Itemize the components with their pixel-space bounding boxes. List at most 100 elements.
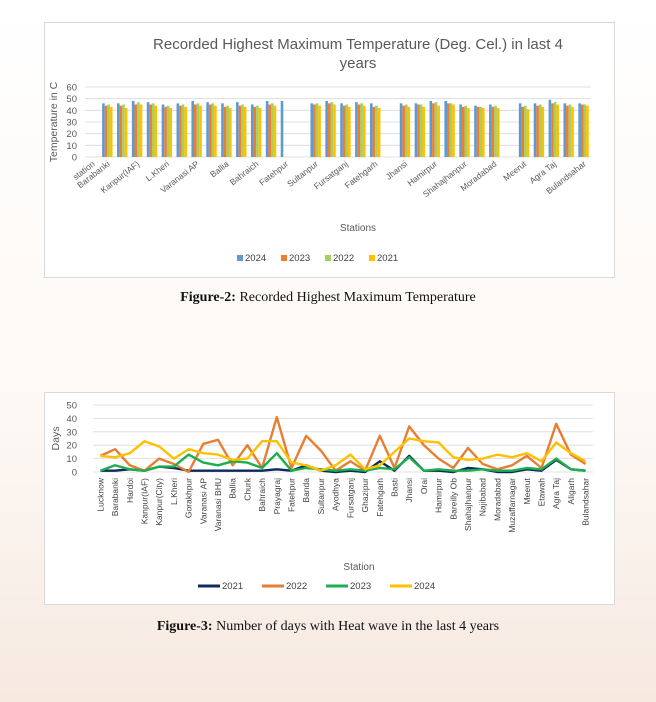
bar-2024 — [340, 103, 343, 157]
chart-title-line2: years — [340, 55, 377, 72]
bar-2023 — [357, 104, 361, 157]
bar-2021 — [496, 108, 500, 157]
bar-2021 — [228, 108, 232, 157]
bar-2022 — [256, 105, 259, 157]
bar-2022 — [107, 104, 110, 157]
chart-title: Recorded Highest Maximum Temperature (De… — [153, 36, 563, 53]
bar-2022 — [330, 102, 334, 157]
bar-2024 — [578, 103, 581, 157]
x-tick-label: Ayodhya — [331, 478, 341, 511]
bar-2022 — [360, 103, 363, 157]
bar-2024 — [533, 103, 537, 157]
bar-2024 — [236, 102, 239, 157]
bar-2024 — [414, 103, 418, 157]
x-tick-label: Ghazipur — [360, 478, 370, 513]
bar-2021 — [169, 108, 173, 157]
y-tick-label: 10 — [66, 141, 77, 152]
bar-2022 — [464, 105, 468, 157]
temperature-bar-chart: Recorded Highest Maximum Temperature (De… — [48, 36, 591, 264]
bar-2022 — [345, 104, 349, 157]
bar-2024 — [489, 104, 492, 157]
bar-2023 — [447, 103, 450, 157]
bar-2021 — [318, 105, 321, 157]
bar-2022 — [211, 103, 215, 157]
x-tick-label: Aligarh — [566, 478, 576, 505]
y-tick-label: 30 — [66, 427, 77, 438]
bar-2023 — [194, 104, 197, 157]
figure2-caption-label: Figure-2: — [180, 290, 236, 305]
bar-2022 — [404, 104, 408, 157]
y-axis-title: Temperature in C — [48, 81, 60, 162]
x-tick-label: Bulandsahar — [581, 478, 591, 526]
bar-2023 — [432, 103, 435, 157]
bar-2024 — [355, 102, 358, 157]
bar-2024 — [250, 104, 254, 157]
x-tick-label: Bareilly Ob — [448, 478, 458, 520]
x-tick-label: Hardoi — [125, 478, 135, 503]
x-tick-label: Meerut — [501, 158, 529, 183]
figure2-caption: Figure-2: Recorded Highest Maximum Tempe… — [0, 290, 656, 306]
y-tick-label: 40 — [66, 106, 77, 117]
figure3-caption-label: Figure-3: — [156, 619, 213, 634]
bar-2021 — [541, 106, 545, 157]
bar-2022 — [568, 104, 572, 157]
bar-2023 — [134, 104, 138, 157]
bar-2024 — [206, 102, 209, 157]
series-line-2024 — [100, 437, 587, 472]
x-axis-title: Stations — [340, 223, 376, 234]
figure3-caption-text: Number of days with Heat wave in the las… — [216, 619, 500, 634]
bar-2021 — [467, 108, 470, 157]
bar-2021 — [199, 105, 202, 157]
x-tick-label: Muzaffarnagar — [507, 478, 517, 533]
bar-2021 — [348, 106, 351, 157]
bar-2021 — [437, 105, 440, 157]
bar-2022 — [494, 105, 497, 157]
bar-2021 — [273, 105, 277, 157]
bar-2024 — [117, 103, 120, 157]
y-tick-label: 50 — [66, 94, 77, 105]
x-tick-label: Fatehpur — [257, 159, 290, 188]
bar-2021 — [556, 104, 559, 157]
x-tick-label: Fatehpur — [287, 478, 297, 512]
bar-2021 — [214, 105, 217, 157]
x-tick-label: Orai — [419, 478, 429, 494]
x-tick-label: Lucknow — [95, 477, 105, 511]
bar-2023 — [491, 106, 495, 157]
bar-2022 — [226, 105, 229, 157]
bar-2023 — [164, 106, 167, 157]
x-tick-label: Bahraich — [257, 478, 267, 512]
bar-2024 — [370, 103, 373, 157]
y-tick-label: 60 — [66, 83, 77, 94]
bar-2023 — [402, 105, 405, 157]
bar-2023 — [238, 105, 242, 157]
bar-2023 — [566, 105, 569, 157]
x-tick-label: Agra Taj — [551, 478, 561, 509]
bar-2023 — [268, 104, 272, 157]
figure3-caption: Figure-3: Number of days with Heat wave … — [0, 619, 656, 635]
bar-2021 — [258, 108, 262, 157]
x-tick-label: Fatehgarh — [343, 159, 380, 191]
bar-2023 — [536, 105, 539, 157]
bar-2021 — [124, 108, 128, 157]
bar-2021 — [109, 106, 113, 157]
x-tick-label: Hamirpur — [434, 478, 444, 513]
bar-2022 — [196, 103, 200, 157]
y-tick-label: 0 — [72, 153, 77, 164]
legend-swatch-2024 — [237, 255, 243, 261]
y-axis-title: Days — [50, 427, 62, 451]
bar-2023 — [149, 104, 152, 157]
x-tick-label: Meerut — [522, 477, 532, 504]
bar-2024 — [176, 103, 180, 157]
bar-2023 — [119, 105, 123, 157]
y-tick-label: 20 — [66, 441, 77, 452]
bar-2023 — [313, 104, 316, 157]
y-tick-label: 50 — [66, 401, 77, 412]
bar-2023 — [179, 105, 182, 157]
bar-2022 — [524, 105, 527, 157]
bar-2022 — [151, 103, 155, 157]
x-tick-label: Jhansi — [384, 159, 410, 182]
bar-2024 — [444, 101, 448, 157]
bar-2021 — [586, 105, 589, 157]
bar-2023 — [580, 104, 584, 157]
legend-label-2021: 2021 — [377, 253, 398, 264]
